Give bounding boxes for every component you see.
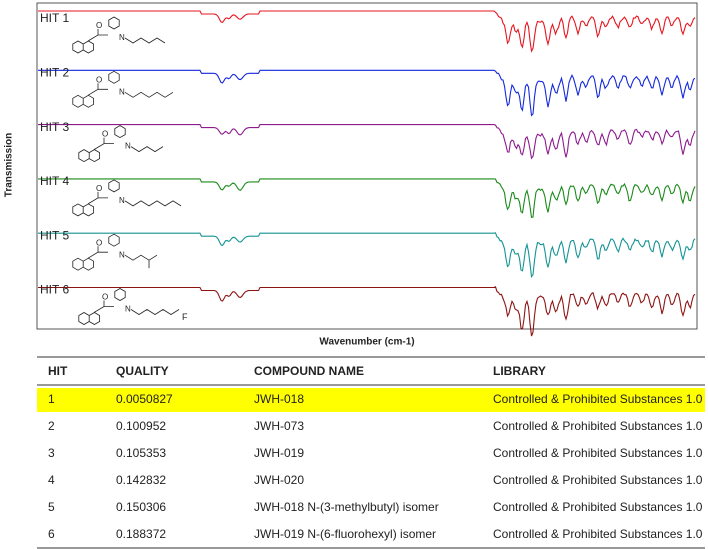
x-axis-label: Wavenumber (cm-1)	[319, 337, 414, 348]
hit-label: HIT 5	[40, 228, 69, 242]
table-header: COMPOUND NAME	[254, 364, 364, 378]
table-cell: 0.188372	[116, 527, 166, 541]
chain	[130, 309, 180, 315]
table-cell: JWH-073	[254, 419, 304, 433]
y-axis-label: Transmission	[4, 133, 15, 197]
ring	[108, 70, 120, 84]
hit-label: HIT 2	[40, 65, 69, 79]
atom-label: N	[119, 250, 125, 259]
hit-label: HIT 4	[40, 174, 69, 188]
table-cell: 3	[48, 446, 55, 460]
spectrum	[38, 232, 696, 279]
table-cell: 0.142832	[116, 473, 166, 487]
chain	[124, 91, 174, 98]
table-cell: 0.0050827	[116, 392, 173, 406]
table-cell: Controlled & Prohibited Substances 1.0	[493, 446, 703, 460]
ring	[72, 40, 94, 54]
table-cell: 1	[48, 392, 55, 406]
table-cell: 0.100952	[116, 419, 166, 433]
table-cell: Controlled & Prohibited Substances 1.0	[493, 392, 703, 406]
results-table: 1 0.0050827 JWH-018 Controlled & Prohibited…	[37, 364, 705, 541]
ring	[78, 149, 100, 163]
bond	[87, 83, 108, 96]
atom-label: O	[96, 21, 102, 30]
chain	[124, 37, 166, 44]
bond	[87, 191, 108, 205]
table-cell: JWH-018 N-(3-methylbutyl) isomer	[254, 500, 439, 514]
table-header: HIT	[48, 364, 68, 378]
atom-label: N	[119, 87, 125, 96]
table-cell: 5	[48, 500, 55, 514]
ring	[108, 233, 120, 247]
table-cell: 0.150306	[116, 500, 166, 514]
ring	[108, 16, 120, 30]
structure: ON	[72, 70, 174, 108]
ring	[72, 203, 94, 217]
table-cell: 6	[48, 527, 55, 541]
structure: ON	[78, 125, 164, 163]
ring	[114, 125, 126, 139]
chain	[124, 254, 158, 269]
ring	[72, 257, 94, 271]
atom-label: O	[96, 75, 102, 84]
structure: O N F	[78, 288, 188, 325]
table-cell: Controlled & Prohibited Substances 1.0	[493, 419, 703, 433]
table-cell: JWH-020	[254, 473, 304, 487]
atom-label: F	[182, 312, 188, 322]
table-cell: JWH-018	[254, 392, 304, 406]
spectrum	[38, 286, 696, 337]
table-cell: 4	[48, 473, 55, 487]
atom-label: N	[125, 305, 131, 314]
bond	[87, 29, 108, 42]
atom-label: N	[119, 33, 125, 42]
table-header: LIBRARY	[493, 364, 546, 378]
structure: ON	[72, 16, 166, 54]
hit-label: HIT 6	[40, 283, 69, 297]
atom-label: N	[119, 196, 125, 205]
bond	[87, 246, 108, 259]
hit-label: HIT 3	[40, 120, 69, 134]
atom-label: O	[102, 130, 108, 139]
ring	[72, 94, 94, 108]
table-cell: Controlled & Prohibited Substances 1.0	[493, 500, 703, 514]
table-cell: Controlled & Prohibited Substances 1.0	[493, 473, 703, 487]
spectrum	[38, 124, 696, 160]
plot-frame	[36, 2, 698, 330]
highlight	[37, 388, 705, 412]
structure: ON	[72, 233, 158, 271]
table-header: QUALITY	[116, 364, 169, 378]
table-cell: 0.105353	[116, 446, 166, 460]
atom-label: N	[125, 142, 131, 151]
atom-label: O	[96, 238, 102, 247]
atom-label: O	[102, 293, 108, 302]
table-cell: 2	[48, 419, 55, 433]
spectrum	[38, 178, 696, 219]
ring	[78, 312, 100, 325]
atom-label: O	[96, 184, 102, 193]
table-cell: Controlled & Prohibited Substances 1.0	[493, 527, 703, 541]
ring	[114, 288, 126, 301]
ring	[108, 179, 120, 193]
bond	[93, 137, 114, 150]
chain	[130, 146, 164, 153]
spectrum	[38, 69, 696, 117]
hit-label: HIT 1	[40, 11, 69, 25]
table-cell: JWH-019	[254, 446, 304, 460]
structure: ON	[72, 179, 182, 217]
chain	[124, 200, 182, 207]
spectrum	[38, 10, 696, 53]
bond	[93, 300, 114, 313]
table-cell: JWH-019 N-(6-fluorohexyl) isomer	[254, 527, 436, 541]
